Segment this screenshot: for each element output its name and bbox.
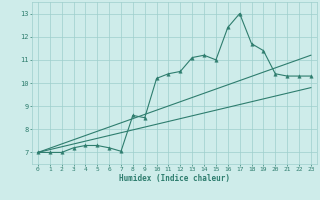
X-axis label: Humidex (Indice chaleur): Humidex (Indice chaleur): [119, 174, 230, 183]
